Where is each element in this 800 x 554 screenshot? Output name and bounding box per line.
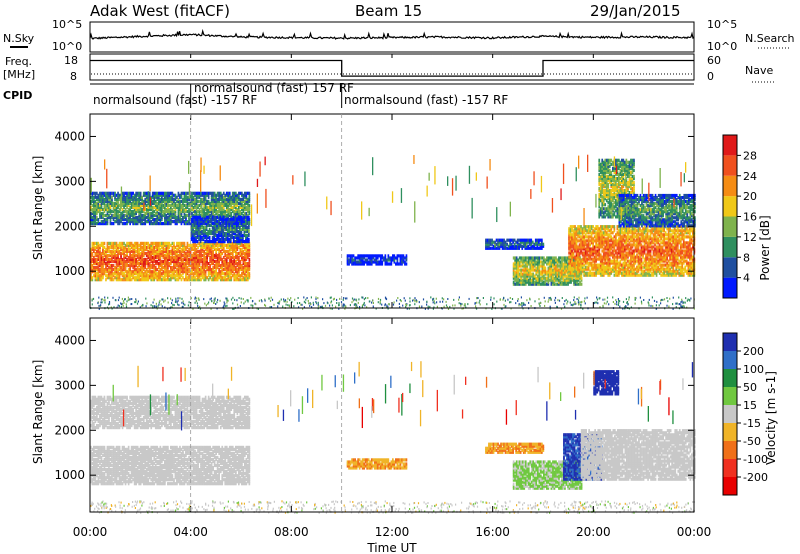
velocity-colorbar-swatch-8 bbox=[723, 333, 737, 351]
nave-tick-top: 60 bbox=[707, 54, 721, 67]
heatmap-region-0 bbox=[90, 241, 251, 282]
velocity-colorbar-frame bbox=[722, 332, 738, 496]
velocity-colorbar-tick-label-0: -200 bbox=[743, 471, 768, 484]
cpid-segment-2: normalsound (fast) -157 RF bbox=[344, 93, 508, 107]
velocity-colorbar-swatch-2 bbox=[723, 441, 737, 459]
noise-right-bottom-tick: 10^0 bbox=[707, 40, 737, 53]
velocity-colorbar-tick-label-2: -50 bbox=[743, 435, 761, 448]
velocity-colorbar-tick-label-3: -15 bbox=[743, 417, 761, 430]
noise-right-top-tick: 10^5 bbox=[707, 18, 737, 31]
heatmap-region-0 bbox=[90, 445, 251, 486]
velocity-colorbar-swatch-1 bbox=[723, 459, 737, 477]
power-colorbar-swatch-5 bbox=[723, 175, 737, 197]
heatmap-region-4 bbox=[485, 238, 545, 250]
freq-tick-top: 18 bbox=[64, 54, 78, 67]
date-title: 29/Jan/2015 bbox=[590, 2, 681, 20]
power-colorbar-swatch-3 bbox=[723, 216, 737, 237]
x-axis-label: Time UT bbox=[366, 541, 417, 554]
station-title: Adak West (fitACF) bbox=[90, 2, 230, 20]
x-tick-label-1: 04:00 bbox=[173, 525, 208, 539]
nave-label: Nave bbox=[745, 64, 773, 77]
x-tick-label-4: 16:00 bbox=[475, 525, 510, 539]
near-range-scatter bbox=[90, 500, 695, 514]
noise-top-tick: 10^5 bbox=[52, 18, 82, 31]
power-colorbar-label: Power [dB] bbox=[758, 215, 772, 280]
velocity-colorbar-tick-label-1: -100 bbox=[743, 453, 768, 466]
heatmap-region-7 bbox=[580, 429, 696, 481]
x-tick-label-6: 00:00 bbox=[677, 525, 712, 539]
power-colorbar-swatch-2 bbox=[723, 236, 737, 258]
power-colorbar-tick-label-0: 4 bbox=[743, 272, 750, 285]
velocity-colorbar: -200 -100 -50 -15 15 50 100 200 bbox=[722, 332, 768, 496]
heatmap-region-6 bbox=[568, 225, 696, 277]
heatmap-region-8 bbox=[618, 193, 696, 228]
heatmap-region-3 bbox=[346, 254, 408, 266]
velocity-colorbar-swatch-4 bbox=[723, 405, 737, 423]
y-tick-label-1-1: 2000 bbox=[54, 423, 85, 437]
velocity-colorbar-swatch-6 bbox=[723, 369, 737, 387]
scattered-echoes bbox=[90, 154, 687, 227]
axes-layer: 1000 2000 3000 4000 1000 2000 3000 4000 00:00 04:… bbox=[54, 54, 711, 539]
x-tick-label-0: 00:00 bbox=[73, 525, 108, 539]
heatmap-region-6 bbox=[593, 370, 620, 396]
velocity-colorbar-tick-label-7: 200 bbox=[743, 345, 764, 358]
cpid-segment-0: normalsound (fast) -157 RF bbox=[93, 93, 257, 107]
power-colorbar-tick-label-5: 24 bbox=[743, 170, 757, 183]
frequency-trace bbox=[90, 59, 694, 77]
velocity-colorbar-tick-label-5: 50 bbox=[743, 381, 757, 394]
velocity-heatmap bbox=[90, 361, 696, 514]
velocity-colorbar-swatch-5 bbox=[723, 387, 737, 405]
heatmap-region-2 bbox=[190, 215, 250, 244]
x-tick-label-2: 08:00 bbox=[274, 525, 309, 539]
power-colorbar-tick-label-1: 8 bbox=[743, 251, 750, 264]
freq-label-line2: [MHz] bbox=[3, 68, 35, 81]
velocity-colorbar-swatch-3 bbox=[723, 423, 737, 441]
noise-right-label: N.Search bbox=[745, 32, 795, 45]
noise-left-label: N.Sky bbox=[3, 32, 35, 45]
beam-title: Beam 15 bbox=[355, 2, 422, 20]
cpid-segments: normalsound (fast) -157 RF normalsound (… bbox=[93, 81, 508, 107]
noise-sky-trace bbox=[89, 28, 695, 40]
heatmap-region-2 bbox=[346, 458, 408, 470]
x-tick-label-3: 12:00 bbox=[375, 525, 410, 539]
power-colorbar-swatch-6 bbox=[723, 155, 737, 176]
y-tick-label-0-0: 1000 bbox=[54, 264, 85, 278]
y-tick-label-1-3: 4000 bbox=[54, 333, 85, 347]
y-tick-label-0-1: 2000 bbox=[54, 219, 85, 233]
velocity-colorbar-swatch-0 bbox=[723, 477, 737, 495]
power-colorbar-swatch-7 bbox=[723, 135, 737, 156]
y-tick-label-0-3: 4000 bbox=[54, 129, 85, 143]
noise-bottom-tick: 10^0 bbox=[52, 40, 82, 53]
heatmap-region-3 bbox=[485, 442, 545, 454]
heatmap-region-1 bbox=[90, 395, 251, 430]
power-y-label: Slant Range [km] bbox=[31, 156, 45, 260]
freq-label-line1: Freq. bbox=[5, 55, 32, 68]
frequency-line bbox=[90, 59, 694, 77]
power-colorbar-swatch-4 bbox=[723, 196, 737, 217]
power-colorbar: 4 8 12 16 20 24 28 bbox=[722, 134, 757, 299]
power-colorbar-tick-label-2: 12 bbox=[743, 231, 757, 244]
power-colorbar-swatch-0 bbox=[723, 277, 737, 298]
x-tick-label-5: 20:00 bbox=[576, 525, 611, 539]
cpid-label: CPID bbox=[3, 89, 32, 102]
velocity-colorbar-tick-label-4: 15 bbox=[743, 399, 757, 412]
power-colorbar-swatch-1 bbox=[723, 257, 737, 278]
y-tick-label-1-2: 3000 bbox=[54, 378, 85, 392]
y-tick-label-1-0: 1000 bbox=[54, 468, 85, 482]
freq-tick-bottom: 8 bbox=[70, 70, 77, 83]
noise-sky-line bbox=[89, 28, 695, 40]
power-colorbar-tick-label-3: 16 bbox=[743, 211, 757, 224]
velocity-y-label: Slant Range [km] bbox=[31, 360, 45, 464]
power-colorbar-tick-label-4: 20 bbox=[743, 190, 757, 203]
power-colorbar-tick-label-6: 28 bbox=[743, 149, 757, 162]
y-tick-label-0-2: 3000 bbox=[54, 174, 85, 188]
nave-tick-bottom: 0 bbox=[707, 70, 714, 83]
velocity-colorbar-tick-label-6: 100 bbox=[743, 363, 764, 376]
power-heatmap bbox=[90, 154, 696, 310]
velocity-colorbar-swatch-7 bbox=[723, 351, 737, 369]
cpid-segment-1: normalsound (fast) 157 RF bbox=[194, 81, 354, 95]
velocity-colorbar-label: Velocity [m s-1] bbox=[764, 371, 778, 465]
scattered-echoes bbox=[112, 361, 694, 431]
